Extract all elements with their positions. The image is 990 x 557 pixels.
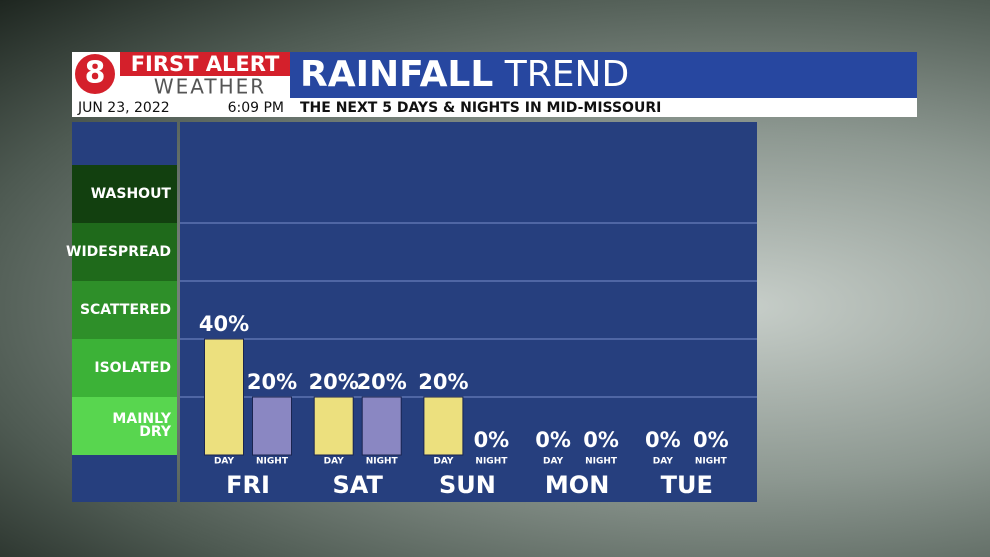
logo-digit: 8 <box>85 56 106 91</box>
series-label: NIGHT <box>366 457 399 467</box>
subtitle: THE NEXT 5 DAYS & NIGHTS IN MID-MISSOURI <box>300 100 661 116</box>
bar <box>361 396 402 456</box>
band-label: WIDESPREAD <box>66 223 177 281</box>
band-label: ISOLATED <box>72 339 177 397</box>
logo-red <box>120 52 290 76</box>
brand-top: FIRST ALERT <box>131 52 280 76</box>
value-label: 20% <box>357 370 407 394</box>
value-label: 0% <box>693 428 729 452</box>
band-label: SCATTERED <box>72 281 177 339</box>
date: JUN 23, 2022 <box>77 100 170 116</box>
series-label: NIGHT <box>475 457 508 467</box>
series-label: DAY <box>653 457 674 467</box>
series-label: NIGHT <box>695 457 728 467</box>
series-label: NIGHT <box>585 457 618 467</box>
bar <box>204 338 244 456</box>
title-bold: RAINFALL <box>300 54 493 95</box>
value-label: 40% <box>199 312 249 336</box>
value-label: 20% <box>309 370 359 394</box>
x-tick-label: FRI <box>226 471 270 499</box>
title-light: TREND <box>504 54 629 95</box>
title-bar <box>290 52 917 98</box>
bar <box>423 396 464 456</box>
x-tick-label: SUN <box>439 471 496 499</box>
bar <box>313 396 354 456</box>
info-strip <box>72 98 917 117</box>
series-label: DAY <box>324 457 345 467</box>
series-label: DAY <box>543 457 564 467</box>
series-label: DAY <box>214 457 235 467</box>
time: 6:09 PM <box>228 100 284 116</box>
value-label: 0% <box>583 428 619 452</box>
x-tick-label: TUE <box>661 471 713 499</box>
series-label: NIGHT <box>256 457 289 467</box>
band-label: MAINLY DRY <box>72 397 177 455</box>
value-label: 0% <box>645 428 681 452</box>
bar <box>252 396 292 456</box>
title: RAINFALL TREND <box>300 54 629 95</box>
band-label: WASHOUT <box>72 165 177 223</box>
x-tick-label: MON <box>545 471 609 499</box>
series-label: DAY <box>433 457 454 467</box>
value-label: 20% <box>418 370 468 394</box>
x-tick-label: SAT <box>333 471 384 499</box>
brand-bottom: WEATHER <box>154 75 266 99</box>
logo-8 <box>75 54 115 94</box>
value-label: 0% <box>474 428 510 452</box>
value-label: 0% <box>535 428 571 452</box>
value-label: 20% <box>247 370 297 394</box>
